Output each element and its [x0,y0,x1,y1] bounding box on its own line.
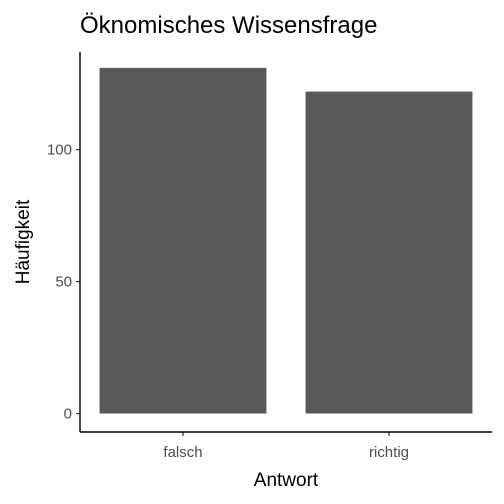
y-axis-title: Häufigkeit [13,199,34,284]
y-tick-label: 50 [55,274,72,291]
bars-group [99,67,473,414]
x-tick-label: falsch [163,444,202,461]
x-axis-title: Antwort [254,470,319,491]
bar-richtig [305,91,473,414]
x-axis: falsch richtig [80,431,492,461]
bar-falsch [99,67,267,414]
y-axis: 0 50 100 [47,52,81,432]
chart-title: Öknomisches Wissensfrage [80,12,377,39]
x-tick-label: richtig [369,444,409,461]
y-tick-label: 100 [47,142,72,159]
y-tick-label: 0 [64,406,72,423]
